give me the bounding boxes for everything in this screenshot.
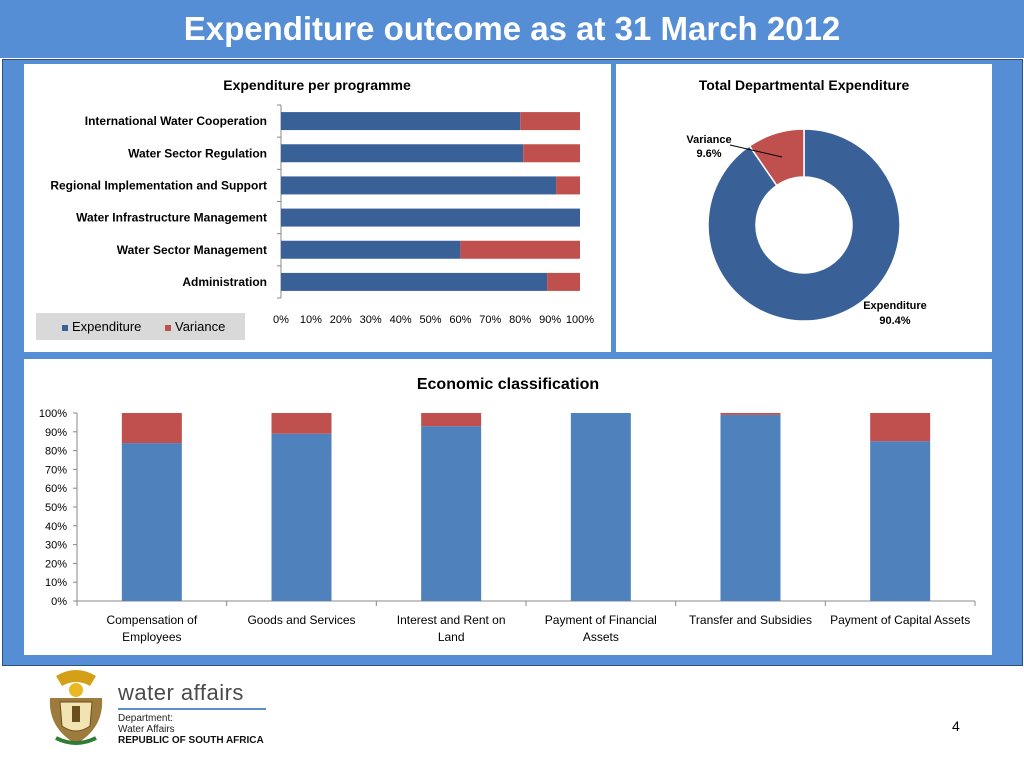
programme-category-label: Water Sector Regulation [128,146,267,160]
programme-x-tick-label: 90% [539,314,561,326]
economic-category-label: Employees [122,630,181,644]
economic-y-tick-label: 70% [45,464,67,476]
programme-x-tick-label: 100% [566,314,594,326]
economic-category-label: Transfer and Subsidies [689,613,812,627]
economic-chart-panel: Economic classification 0% 10% 20% 30% 40% 50… [24,359,992,655]
programme-bar-variance [547,272,580,291]
programme-bar-expenditure [281,176,557,195]
economic-y-tick-label: 10% [45,577,67,589]
slide-title: Expenditure outcome as at 31 March 2012 [183,10,841,47]
economic-y-tick-label: 0% [51,596,67,608]
brand-name: water affairs [118,680,244,705]
expenditure-slice-name: Expenditure [863,300,927,312]
economic-bar-variance [271,413,332,434]
economic-bar-expenditure [121,443,182,601]
programme-x-tick-label: 60% [449,314,471,326]
expenditure-slice-value: 90.4% [879,315,910,327]
total-chart-title: Total Departmental Expenditure [699,77,910,93]
programme-bar-expenditure [281,272,548,291]
economic-bar-variance [870,413,931,442]
economic-y-tick-label: 30% [45,540,67,552]
programme-bar-expenditure [281,112,521,131]
programme-x-tick-label: 30% [360,314,382,326]
programme-x-tick-label: 50% [419,314,441,326]
programme-bar-variance [520,112,580,131]
programme-bar-variance [556,176,580,195]
programme-bar-expenditure [281,240,461,259]
economic-y-tick-label: 80% [45,446,67,458]
programme-bar-variance [460,240,580,259]
programme-category-label: International Water Cooperation [85,114,267,128]
economic-chart: Economic classification 0% 10% 20% 30% 40% 50… [39,376,976,644]
economic-y-tick-label: 60% [45,483,67,495]
legend-variance-swatch [165,324,171,331]
country-name: REPUBLIC OF SOUTH AFRICA [118,735,264,746]
brand-divider [118,708,266,710]
economic-category-label: Interest and Rent on [397,613,506,627]
programme-category-label: Water Sector Management [117,243,267,257]
variance-slice-name: Variance [686,134,731,146]
page-number: 4 [952,718,960,734]
doughnut-slice-expenditure [707,128,901,322]
economic-bar-variance [121,413,182,444]
legend-expenditure-label: Expenditure [72,319,142,334]
programme-chart-title: Expenditure per programme [223,77,411,93]
programme-category-label: Regional Implementation and Support [50,178,267,192]
variance-leader-line [729,144,783,158]
programme-x-tick-label: 40% [390,314,412,326]
dept-line-2: Water Affairs [118,724,175,735]
programme-x-tick-label: 70% [479,314,501,326]
economic-bar-expenditure [570,413,631,601]
economic-y-tick-label: 20% [45,558,67,570]
economic-bar-expenditure [720,414,781,601]
programme-legend: Expenditure Variance [36,313,245,340]
programme-bar-variance [523,144,580,163]
programme-bar-expenditure [281,144,524,163]
economic-y-tick-label: 50% [45,502,67,514]
programme-x-tick-label: 0% [273,314,289,326]
economic-bar-variance [421,413,482,427]
economic-category-label: Compensation of [106,613,197,627]
economic-chart-title: Economic classification [417,376,599,393]
economic-bar-expenditure [271,433,332,601]
programme-chart-panel: Expenditure per programme International … [24,64,611,352]
legend-expenditure-swatch [62,324,68,331]
economic-category-label: Goods and Services [247,613,355,627]
programme-x-tick-label: 80% [509,314,531,326]
doughnut-slice-variance [748,128,805,187]
economic-category-label: Assets [583,630,619,644]
economic-category-label: Payment of Capital Assets [830,613,970,627]
legend-variance-label: Variance [175,319,226,334]
programme-x-tick-label: 10% [300,314,322,326]
economic-bar-expenditure [870,441,931,601]
brand-block: water affairs Department: Water Affairs … [118,680,266,747]
economic-bar-expenditure [421,426,482,601]
dept-line-1: Department: [118,713,174,724]
coat-of-arms-logo [49,670,103,745]
programme-category-label: Water Infrastructure Management [76,211,267,225]
total-chart-panel: Total Departmental Expenditure Variance … [616,64,992,352]
economic-bar-variance [720,413,781,415]
programme-x-tick-label: 20% [330,314,352,326]
variance-slice-value: 9.6% [696,148,721,160]
title-bar: Expenditure outcome as at 31 March 2012 [0,0,1024,58]
economic-y-tick-label: 40% [45,521,67,533]
economic-y-tick-label: 90% [45,427,67,439]
economic-category-label: Payment of Financial [545,613,657,627]
economic-y-tick-label: 100% [39,408,67,420]
programme-category-label: Administration [182,275,267,289]
legend-variance: Variance [165,319,225,334]
total-chart: Total Departmental Expenditure Variance … [686,77,927,327]
economic-category-label: Land [438,630,465,644]
programme-chart: Expenditure per programme International … [50,77,594,326]
programme-bar-expenditure [281,208,580,227]
legend-expenditure: Expenditure [62,319,141,334]
